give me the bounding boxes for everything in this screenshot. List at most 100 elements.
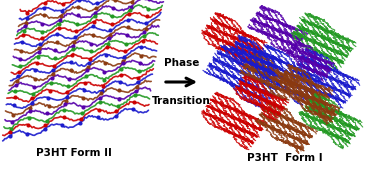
Point (106, 37, 112, 40)
Point (141, 31, 147, 33)
Point (101, 78, 107, 81)
Point (130, 108, 136, 111)
Point (52, 57, 58, 60)
Point (92, 11, 98, 14)
Point (105, 42, 111, 45)
Point (97, 101, 103, 104)
Point (112, 0, 118, 1)
Point (95, 116, 101, 119)
Point (24, 11, 30, 14)
Point (93, 7, 99, 10)
Point (116, 97, 122, 100)
Point (82, 82, 88, 85)
Point (78, 117, 84, 120)
Point (56, 22, 62, 25)
Point (115, 105, 121, 108)
Point (143, 21, 149, 24)
Point (31, 86, 37, 88)
Point (64, 90, 70, 93)
Point (13, 84, 19, 87)
Point (50, 69, 56, 72)
Point (39, 37, 45, 40)
Point (42, 1, 48, 4)
Point (86, 62, 92, 65)
Point (59, 9, 65, 12)
Point (22, 25, 28, 28)
Point (39, 30, 45, 33)
Point (133, 90, 139, 93)
Point (24, 133, 30, 135)
Point (146, 0, 152, 1)
Point (77, 121, 83, 124)
Point (65, 85, 71, 87)
Point (137, 62, 143, 65)
Point (110, 7, 116, 9)
Point (17, 64, 23, 67)
Point (11, 104, 17, 106)
Point (68, 69, 74, 72)
Point (52, 49, 58, 52)
Point (42, 124, 48, 126)
Point (134, 85, 140, 88)
Point (74, 23, 80, 26)
Point (46, 104, 52, 107)
Point (104, 46, 110, 49)
Point (143, 27, 149, 30)
Point (67, 78, 73, 80)
Point (76, 0, 82, 2)
Point (12, 90, 19, 92)
Point (125, 25, 131, 28)
Point (117, 81, 123, 83)
Point (85, 66, 91, 69)
Point (29, 102, 35, 104)
Point (128, 6, 134, 8)
Point (54, 41, 60, 44)
Point (9, 120, 15, 123)
Text: Transition: Transition (152, 96, 211, 106)
Point (108, 23, 115, 26)
Point (50, 73, 56, 75)
Point (61, 108, 67, 111)
Point (7, 131, 13, 133)
Point (71, 40, 77, 43)
Point (32, 68, 38, 71)
Point (12, 96, 18, 99)
Point (62, 103, 68, 106)
Point (20, 33, 26, 36)
Point (70, 44, 76, 47)
Point (73, 35, 79, 38)
Point (37, 43, 43, 45)
Point (107, 29, 113, 32)
Point (120, 59, 126, 62)
Point (75, 6, 81, 8)
Point (127, 8, 133, 11)
Point (27, 106, 33, 109)
Point (42, 128, 48, 130)
Point (59, 123, 65, 126)
Point (16, 71, 22, 74)
Point (15, 75, 21, 78)
Point (80, 97, 86, 100)
Point (54, 33, 60, 36)
Point (44, 112, 50, 115)
Point (88, 50, 94, 53)
Point (47, 89, 53, 92)
Text: Phase: Phase (164, 58, 199, 68)
Point (103, 53, 109, 56)
Point (118, 67, 124, 70)
Point (34, 61, 40, 64)
Point (140, 39, 146, 42)
Point (129, 1, 135, 4)
Point (91, 20, 97, 23)
Point (36, 46, 42, 49)
Point (138, 55, 144, 57)
Point (8, 127, 14, 130)
Point (40, 14, 46, 16)
Point (36, 51, 42, 54)
Point (79, 112, 85, 115)
Point (118, 74, 124, 76)
Point (113, 109, 119, 112)
Point (145, 8, 151, 10)
Point (30, 93, 36, 95)
Point (90, 33, 96, 36)
